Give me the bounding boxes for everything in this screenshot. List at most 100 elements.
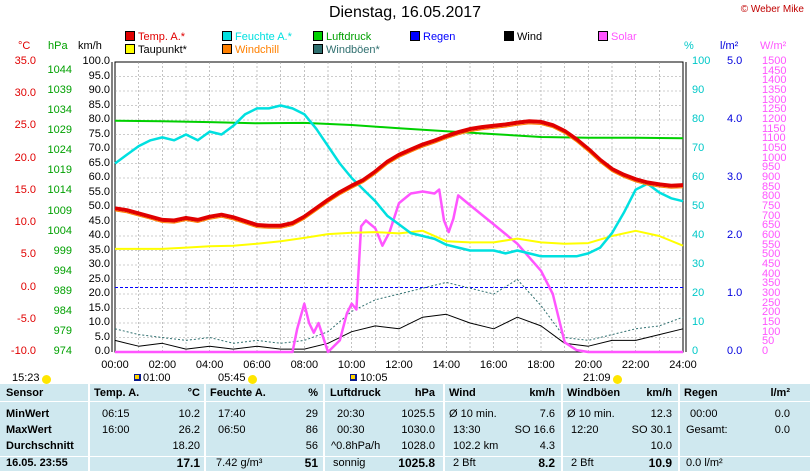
temp-tick: 15.0 [14,183,36,196]
humidity-tick: 10 [692,316,705,328]
temp-tick: -5.0 [17,312,36,325]
rain-tick: 5.0 [727,55,743,67]
wind-tick: 50.0 [88,200,110,212]
hdr-temp-unit: °C [187,387,200,399]
humidity-tick: 60 [692,171,705,183]
legend-item: Wind [504,31,542,44]
legend-label: Solar [611,31,637,43]
press-min: 1025.5 [401,408,435,420]
wind-tick: 10.0 [88,316,110,328]
unit-rain: l/m² [720,40,739,52]
legend-swatch [313,44,323,54]
solar-tick: 50 [762,335,775,348]
pressure-tick: 1014 [47,184,72,197]
pressure-tick: 994 [53,264,72,277]
rain-max: 0.0 [774,408,790,420]
temp-tick: 35.0 [14,55,36,67]
wind-max: SO 16.6 [514,424,555,436]
gust-current: 10.9 [648,456,672,470]
credit-text: © Weber Mike [740,4,804,15]
unit-solar: W/m² [760,40,787,52]
solar-tick: 950 [762,161,781,174]
row-avg-label: Durchschnitt [6,440,74,452]
wind-distance: 102.2 km [453,440,499,452]
press-max: 1030.0 [401,424,435,436]
solar-tick: 450 [762,258,781,270]
pressure-tick: 1019 [47,164,72,177]
wind-min: 7.6 [539,408,555,420]
wind-tick: 60.0 [88,171,110,183]
legend-swatch [313,31,323,41]
pressure-tick: 1004 [47,224,72,237]
time-tick: 00:00 [101,359,129,371]
press-forecast: sonnig [333,457,366,469]
pressure-tick: 979 [53,324,72,337]
time-tick: 04:00 [195,359,224,371]
wind-tick: 95.0 [88,69,110,82]
gust-max: SO 30.1 [631,424,672,436]
hum-avg: 56 [305,440,318,452]
temp-tick: 0.0 [20,280,36,293]
humidity-tick: 0 [692,345,699,357]
wind-tick: 55.0 [88,185,110,198]
hdr-wind: Wind [449,387,476,399]
wind-tick: 100.0 [82,55,110,67]
hdr-rain: Regen [684,387,718,399]
legend-swatch [222,44,232,54]
solar-tick: 700 [762,209,781,222]
legend-swatch [598,31,608,41]
solar-tick: 1000 [762,151,787,164]
moonset-time: 10:05 [360,372,388,384]
solar-tick: 1350 [762,84,787,96]
series-solar [115,188,683,354]
hum-abs: 7.42 g/m³ [216,457,263,469]
legend-swatch [125,31,135,41]
hdr-sensor: Sensor [6,387,44,399]
hdr-hum-unit: % [308,387,318,399]
moonset-icon [349,373,358,382]
wind-tick: 75.0 [88,127,110,140]
wind-tick: 45.0 [88,214,110,227]
press-max-time: 00:30 [337,424,365,436]
solar-tick: 100 [762,325,781,338]
temp-tick: 10.0 [14,216,36,229]
time-tick: 12:00 [385,359,413,371]
humidity-tick: 80 [692,113,705,125]
wind-tick: 25.0 [88,272,110,285]
gust-min: 12.3 [650,408,672,420]
temp-tick: 20.0 [14,151,36,164]
rain-tick: 4.0 [727,113,743,125]
solar-tick: 1500 [762,55,787,67]
time-tick: 16:00 [479,359,508,371]
hdr-hum: Feuchte A. [210,387,266,399]
pressure-tick: 984 [53,304,72,317]
solar-tick: 600 [762,229,781,241]
temp-min: 10.2 [178,408,200,420]
temp-tick: 25.0 [14,119,36,132]
solar-tick: 1300 [762,93,787,106]
solar-tick: 350 [762,277,781,290]
series-windchill [114,123,684,229]
wind-tick: 30.0 [88,258,110,270]
moonrise-icon [133,373,142,382]
pressure-tick: 974 [53,345,72,357]
gust-max-time: 12:20 [571,424,599,436]
legend-item: Windböen* [313,44,380,57]
solar-tick: 400 [762,267,781,280]
pressure-tick: 1044 [47,64,72,76]
rain-tick: 0.0 [727,345,743,357]
hum-max-time: 06:50 [218,424,246,436]
rain-max-time: 00:00 [690,408,718,420]
pressure-tick: 999 [53,244,72,257]
legend-label: Feuchte A.* [235,31,292,43]
press-min-time: 20:30 [337,408,365,420]
chart-title: Dienstag, 16.05.2017 [328,4,482,21]
gust-avg: 10.0 [650,440,672,452]
row-min-label: MinWert [6,408,50,420]
wind-max-time: 13:30 [453,424,481,436]
solar-tick: 900 [762,171,781,183]
sunset-icon [613,375,622,384]
solar-tick: 1150 [762,122,786,135]
temp-tick: 30.0 [14,87,36,100]
